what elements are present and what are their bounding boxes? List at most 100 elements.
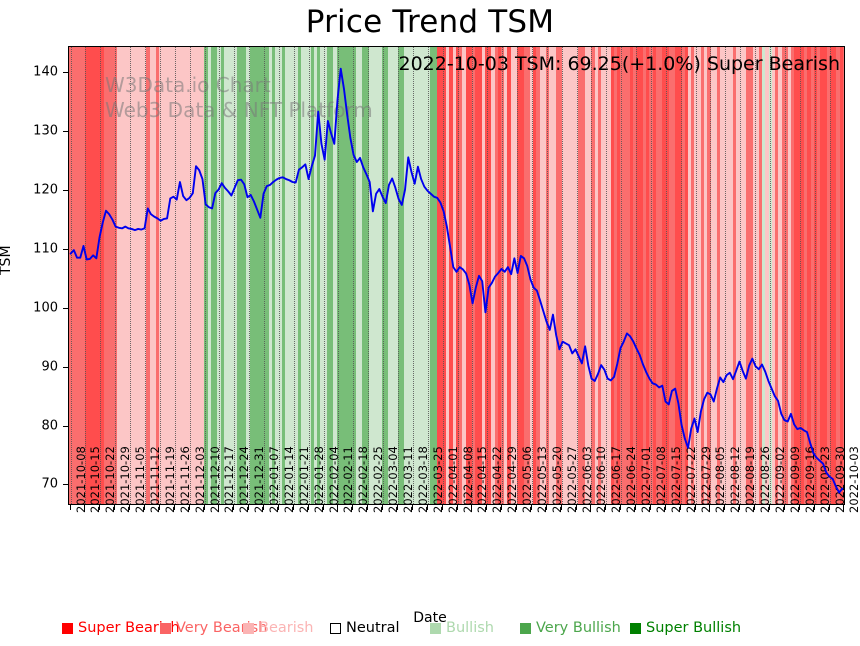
sentiment-band — [442, 47, 447, 504]
sentiment-band — [152, 47, 157, 504]
gridline — [650, 47, 652, 504]
sentiment-band — [275, 47, 280, 504]
x-tick-mark — [694, 505, 696, 510]
x-tick-mark — [620, 505, 622, 510]
legend-item-very-bullish[interactable]: Very Bullish — [520, 620, 621, 636]
sentiment-band — [513, 47, 518, 504]
legend-item-super-bearish[interactable]: Super Bearish — [62, 620, 180, 636]
x-tick-mark — [69, 505, 71, 510]
gridline — [204, 47, 206, 504]
legend-item-neutral[interactable]: Neutral — [330, 620, 400, 636]
x-tick-mark — [605, 505, 607, 510]
sentiment-band — [655, 47, 660, 504]
sentiment-band — [407, 47, 412, 504]
legend-swatch-icon — [630, 622, 641, 634]
sentiment-band — [410, 47, 415, 504]
sentiment-band — [733, 47, 737, 504]
sentiment-band — [488, 47, 492, 504]
sentiment-band — [491, 47, 496, 504]
x-tick-mark — [768, 505, 770, 510]
sentiment-band — [646, 47, 650, 504]
y-tick-label: 80 — [41, 418, 58, 434]
sentiment-band — [127, 47, 131, 504]
sentiment-band — [178, 47, 183, 504]
vertical-gridlines — [69, 47, 844, 504]
gridline — [755, 47, 757, 504]
sentiment-band — [610, 47, 615, 504]
legend-label: Very Bullish — [536, 620, 621, 636]
x-tick-mark — [114, 505, 116, 510]
sentiment-band — [159, 47, 164, 504]
sentiment-band — [98, 47, 102, 504]
price-line-series — [69, 47, 844, 505]
sentiment-band — [520, 47, 525, 504]
sentiment-band — [559, 47, 563, 504]
sentiment-band — [149, 47, 154, 504]
sentiment-band — [581, 47, 586, 504]
sentiment-band — [294, 47, 299, 504]
sentiment-band — [236, 47, 241, 504]
x-tick-mark — [664, 505, 666, 510]
sentiment-band — [807, 47, 812, 504]
gridline — [487, 47, 489, 504]
gridline — [219, 47, 221, 504]
sentiment-band — [75, 47, 80, 504]
sentiment-band — [314, 47, 318, 504]
sentiment-band — [297, 47, 302, 504]
sentiment-band — [671, 47, 676, 504]
sentiment-band — [120, 47, 125, 504]
gridline — [442, 47, 444, 504]
sentiment-band — [194, 47, 199, 504]
y-tick-mark — [63, 307, 68, 309]
sentiment-band — [549, 47, 554, 504]
sentiment-band — [681, 47, 686, 504]
sentiment-band — [636, 47, 641, 504]
sentiment-band — [813, 47, 818, 504]
sentiment-band — [472, 47, 476, 504]
gridline — [85, 47, 87, 504]
sentiment-band — [836, 47, 841, 504]
sentiment-band — [446, 47, 451, 504]
legend-swatch-icon — [330, 622, 341, 634]
gridline — [397, 47, 399, 504]
sentiment-band — [72, 47, 77, 504]
gridline — [323, 47, 325, 504]
legend-item-bullish[interactable]: Bullish — [430, 620, 494, 636]
legend-item-bearish[interactable]: Bearish — [243, 620, 314, 636]
legend-label: Super Bullish — [646, 620, 742, 636]
sentiment-band — [594, 47, 599, 504]
sentiment-band — [175, 47, 180, 504]
legend-item-super-bullish[interactable]: Super Bullish — [630, 620, 741, 636]
gridline — [531, 47, 533, 504]
sentiment-band — [804, 47, 808, 504]
sentiment-band — [333, 47, 338, 504]
sentiment-band — [104, 47, 109, 504]
x-tick-mark — [754, 505, 756, 510]
sentiment-band — [765, 47, 770, 504]
x-tick-mark — [709, 505, 711, 510]
gridline — [427, 47, 429, 504]
sentiment-band — [536, 47, 541, 504]
gridline — [70, 47, 72, 504]
sentiment-band — [797, 47, 802, 504]
x-tick-mark — [530, 505, 532, 510]
y-tick-label: 100 — [33, 300, 58, 316]
sentiment-band — [214, 47, 218, 504]
sentiment-band — [239, 47, 244, 504]
sentiment-band — [285, 47, 289, 504]
sentiment-band — [368, 47, 373, 504]
sentiment-band — [146, 47, 151, 504]
y-tick-mark — [63, 249, 68, 251]
sentiment-band — [217, 47, 222, 504]
sentiment-band — [91, 47, 96, 504]
gridline — [293, 47, 295, 504]
x-tick-mark — [560, 505, 562, 510]
sentiment-band — [210, 47, 215, 504]
sentiment-band — [326, 47, 331, 504]
x-tick-mark — [233, 505, 235, 510]
sentiment-band — [291, 47, 296, 504]
sentiment-band — [736, 47, 741, 504]
sentiment-band — [555, 47, 560, 504]
y-tick-mark — [63, 131, 68, 133]
